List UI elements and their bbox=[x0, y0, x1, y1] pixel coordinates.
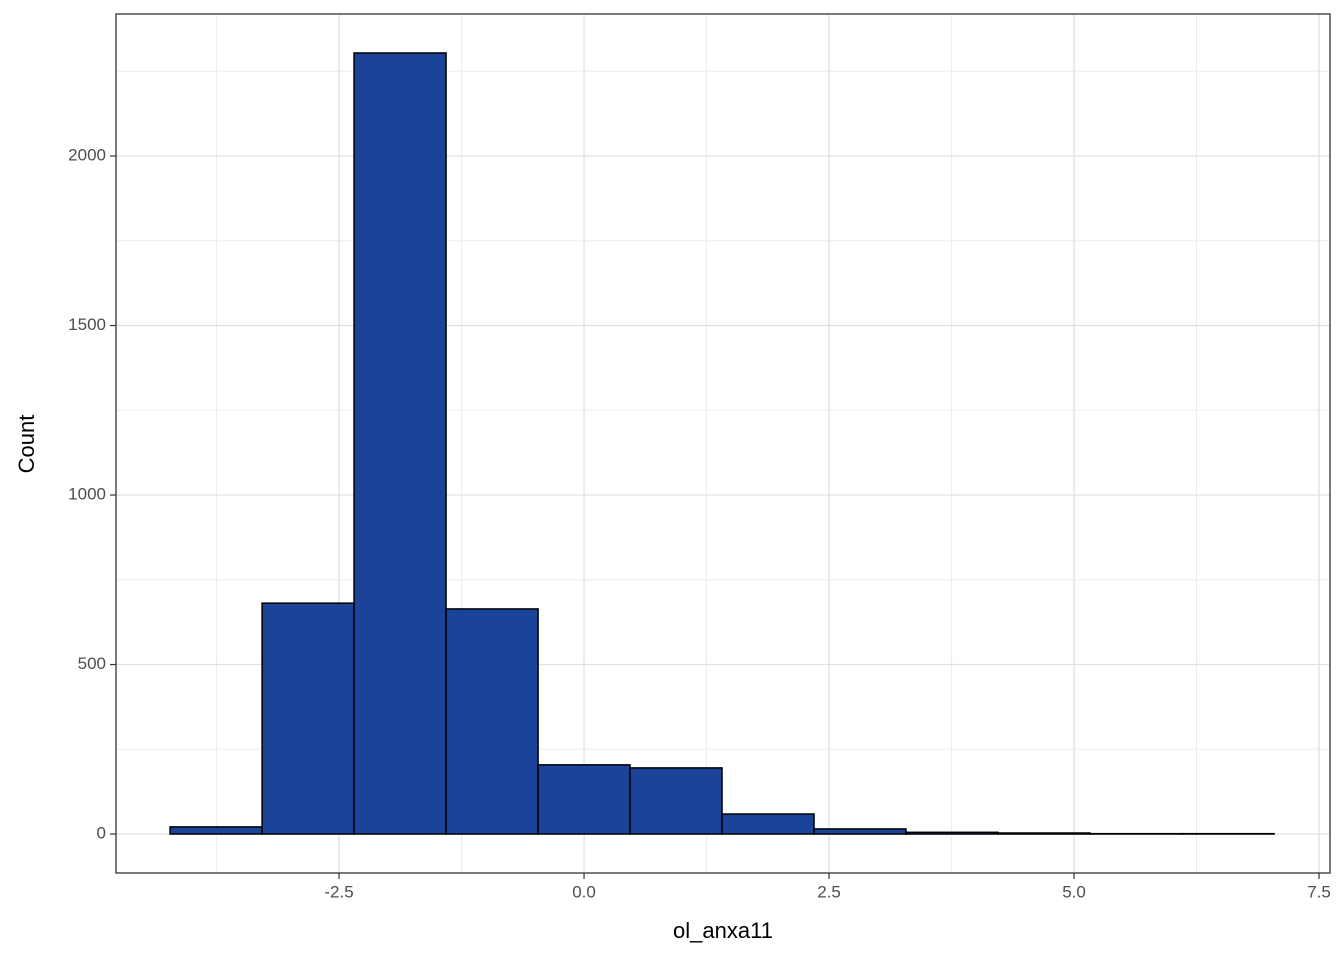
x-tick-label: -2.5 bbox=[324, 882, 353, 901]
y-tick-label: 2000 bbox=[68, 146, 106, 165]
x-tick-label: 5.0 bbox=[1062, 882, 1086, 901]
y-tick-label: 0 bbox=[97, 824, 106, 843]
y-axis-title: Count bbox=[14, 415, 39, 474]
bar bbox=[537, 764, 631, 835]
y-tick-label: 1000 bbox=[68, 485, 106, 504]
bar bbox=[261, 602, 355, 835]
bar bbox=[353, 52, 447, 835]
bar bbox=[905, 831, 999, 835]
x-tick-label: 7.5 bbox=[1307, 882, 1331, 901]
x-tick-label: 2.5 bbox=[817, 882, 841, 901]
bar bbox=[997, 832, 1091, 835]
bar bbox=[813, 828, 907, 835]
x-axis-title: ol_anxa11 bbox=[673, 918, 773, 943]
bar bbox=[169, 826, 263, 835]
bar bbox=[629, 767, 723, 835]
bar bbox=[721, 813, 815, 835]
y-tick-label: 1500 bbox=[68, 315, 106, 334]
y-tick-label: 500 bbox=[78, 654, 106, 673]
panel-border bbox=[115, 13, 1331, 874]
bar bbox=[445, 608, 539, 835]
x-tick-label: 0.0 bbox=[572, 882, 596, 901]
